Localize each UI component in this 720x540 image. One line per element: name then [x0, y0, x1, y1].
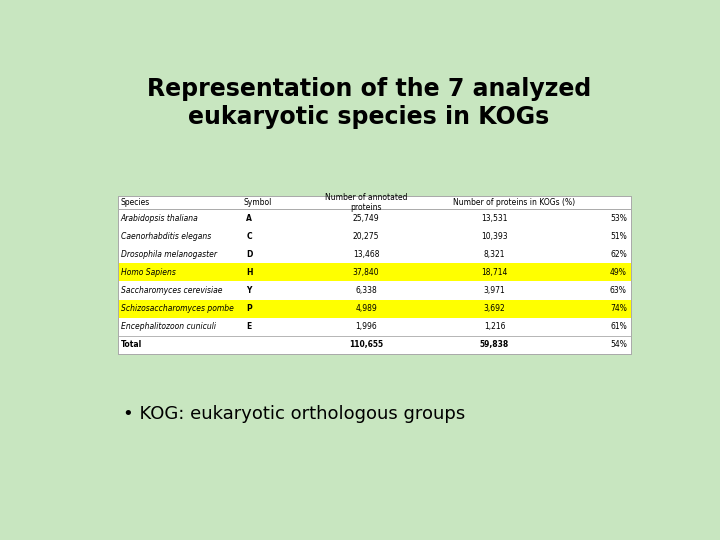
Text: 6,338: 6,338: [356, 286, 377, 295]
Text: 13,468: 13,468: [353, 250, 379, 259]
Text: Encephalitozoon cuniculi: Encephalitozoon cuniculi: [121, 322, 216, 331]
Text: 25,749: 25,749: [353, 214, 379, 222]
Text: 54%: 54%: [610, 340, 627, 349]
Text: E: E: [246, 322, 252, 331]
Text: Total: Total: [121, 340, 142, 349]
Text: 3,692: 3,692: [484, 304, 505, 313]
Text: 49%: 49%: [610, 268, 627, 277]
Text: 8,321: 8,321: [484, 250, 505, 259]
Text: H: H: [246, 268, 252, 277]
Text: 20,275: 20,275: [353, 232, 379, 241]
Text: Symbol: Symbol: [243, 198, 272, 207]
Text: 1,996: 1,996: [356, 322, 377, 331]
Text: C: C: [246, 232, 252, 241]
Text: 110,655: 110,655: [349, 340, 383, 349]
Text: • KOG: eukaryotic orthologous groups: • KOG: eukaryotic orthologous groups: [124, 405, 466, 423]
Text: 51%: 51%: [610, 232, 627, 241]
Text: 59,838: 59,838: [480, 340, 509, 349]
Text: 74%: 74%: [610, 304, 627, 313]
Text: 53%: 53%: [610, 214, 627, 222]
Text: Caenorhabditis elegans: Caenorhabditis elegans: [121, 232, 211, 241]
Text: 13,531: 13,531: [481, 214, 508, 222]
Text: Number of annotated
proteins: Number of annotated proteins: [325, 193, 408, 212]
Text: 3,971: 3,971: [484, 286, 505, 295]
Text: D: D: [246, 250, 252, 259]
Text: Saccharomyces cerevisiae: Saccharomyces cerevisiae: [121, 286, 222, 295]
Text: 10,393: 10,393: [481, 232, 508, 241]
Text: 37,840: 37,840: [353, 268, 379, 277]
Text: Arabidopsis thaliana: Arabidopsis thaliana: [121, 214, 199, 222]
Text: Drosophila melanogaster: Drosophila melanogaster: [121, 250, 217, 259]
Text: Number of proteins in KOGs (%): Number of proteins in KOGs (%): [453, 198, 575, 207]
Text: Representation of the 7 analyzed
eukaryotic species in KOGs: Representation of the 7 analyzed eukaryo…: [147, 77, 591, 129]
Text: Schizosaccharomyces pombe: Schizosaccharomyces pombe: [121, 304, 233, 313]
Text: Species: Species: [121, 198, 150, 207]
Text: 63%: 63%: [610, 286, 627, 295]
Text: 18,714: 18,714: [482, 268, 508, 277]
Text: P: P: [246, 304, 252, 313]
Text: Homo Sapiens: Homo Sapiens: [121, 268, 176, 277]
Text: 61%: 61%: [610, 322, 627, 331]
Text: 1,216: 1,216: [484, 322, 505, 331]
Text: 4,989: 4,989: [356, 304, 377, 313]
Text: A: A: [246, 214, 252, 222]
FancyBboxPatch shape: [118, 196, 631, 354]
Text: Y: Y: [246, 286, 252, 295]
Text: 62%: 62%: [610, 250, 627, 259]
FancyBboxPatch shape: [118, 300, 631, 318]
FancyBboxPatch shape: [118, 264, 631, 281]
